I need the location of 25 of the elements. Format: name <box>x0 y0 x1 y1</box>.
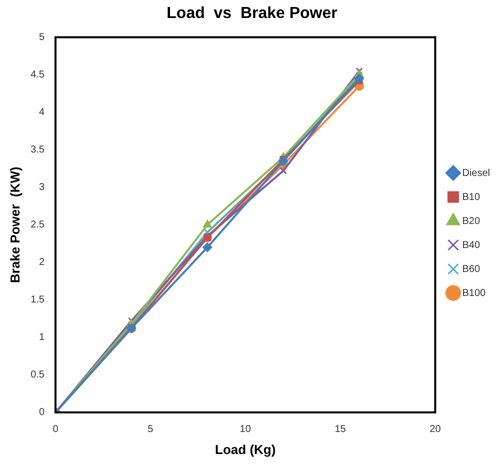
y-tick-label: 1 <box>38 332 45 344</box>
legend-label: B10 <box>462 192 480 203</box>
y-tick-label: 0 <box>38 407 45 418</box>
y-tick-label: 5 <box>38 32 45 43</box>
y-tick-label: 4.5 <box>30 69 45 80</box>
x-tick-label: 0 <box>52 424 59 436</box>
legend-label: B20 <box>462 216 480 227</box>
chart-title: Load vs Brake Power <box>166 5 338 22</box>
y-tick-label: 4 <box>38 106 45 118</box>
y-tick-label: 1.5 <box>30 294 45 306</box>
y-tick-label: 2.5 <box>30 220 45 231</box>
legend-label: B100 <box>462 288 486 299</box>
x-tick-label: 15 <box>334 424 346 436</box>
y-tick-label: 3.5 <box>30 144 45 156</box>
y-tick-label: 0.5 <box>30 370 45 381</box>
y-tick-label: 3 <box>38 182 45 194</box>
x-tick-label: 20 <box>430 424 442 436</box>
legend-label: B40 <box>462 240 480 251</box>
x-tick-label: 5 <box>148 424 154 436</box>
legend-label: B60 <box>462 264 480 275</box>
x-tick-label: 10 <box>240 424 252 436</box>
y-tick-label: 2 <box>38 257 45 268</box>
y-axis-title: Brake Power (KW) <box>7 166 22 283</box>
x-axis-title: Load (Kg) <box>215 442 276 457</box>
legend-label: Diesel <box>462 168 490 179</box>
